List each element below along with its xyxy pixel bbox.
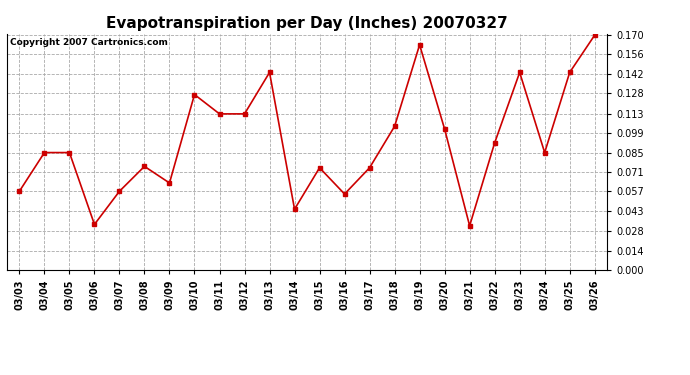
Text: Copyright 2007 Cartronics.com: Copyright 2007 Cartronics.com <box>10 39 168 48</box>
Title: Evapotranspiration per Day (Inches) 20070327: Evapotranspiration per Day (Inches) 2007… <box>106 16 508 31</box>
